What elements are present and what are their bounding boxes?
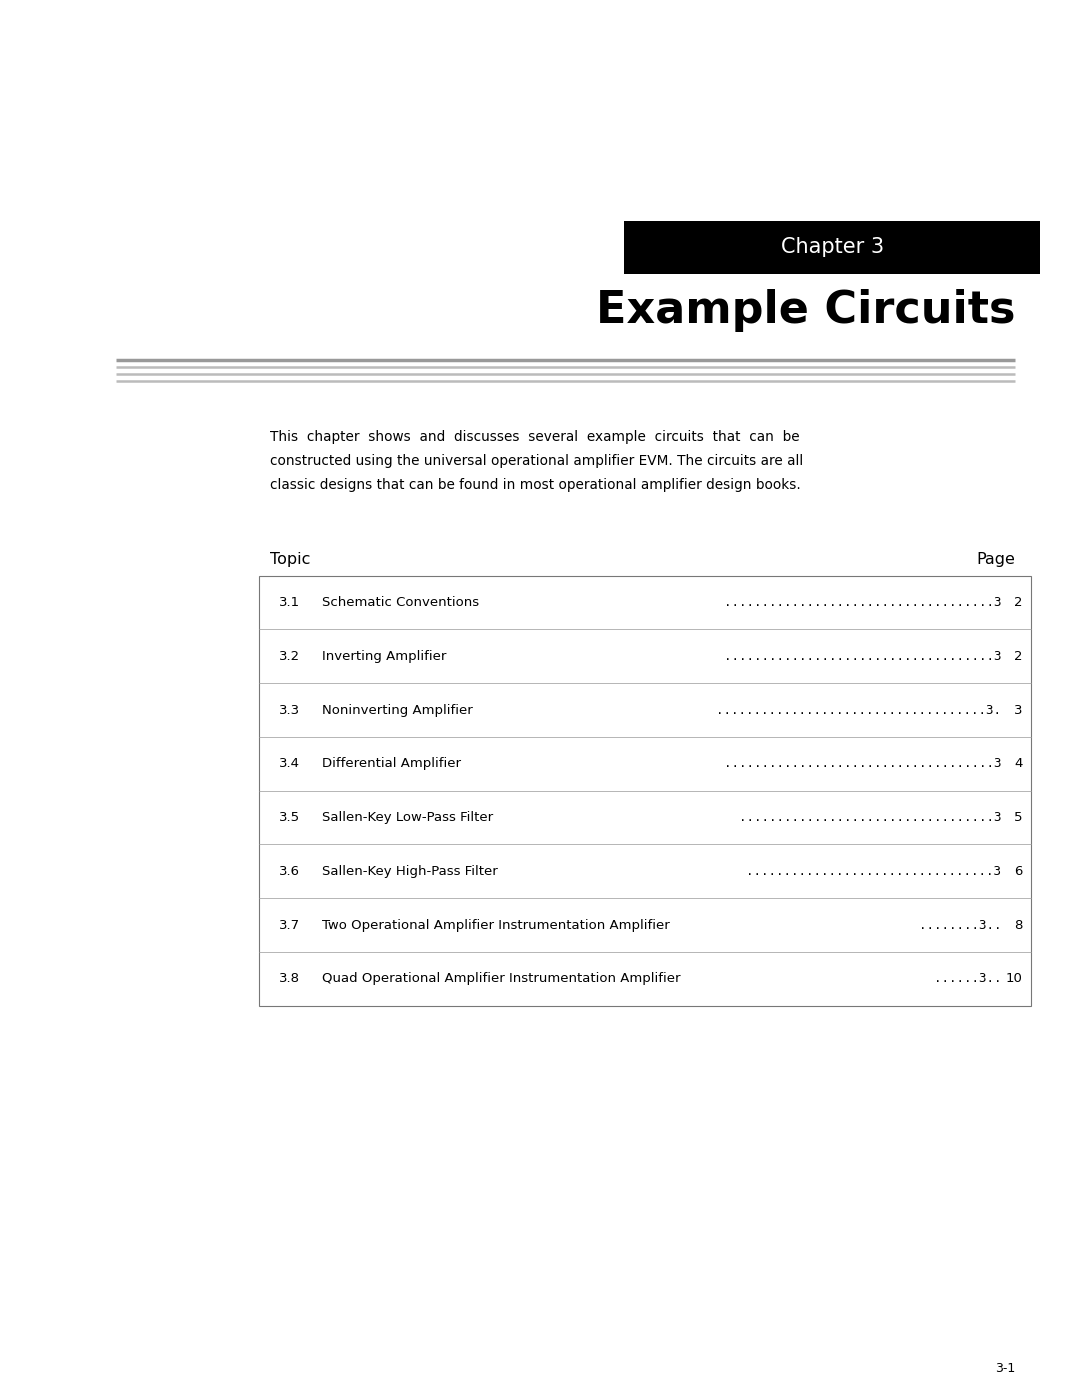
- Text: 5: 5: [1014, 812, 1023, 824]
- Text: 3-1: 3-1: [995, 1362, 1015, 1375]
- Text: Sallen-Key High-Pass Filter: Sallen-Key High-Pass Filter: [322, 865, 498, 877]
- Text: classic designs that can be found in most operational amplifier design books.: classic designs that can be found in mos…: [270, 478, 800, 492]
- Text: ....................................3: ....................................3: [724, 650, 1001, 662]
- Text: Inverting Amplifier: Inverting Amplifier: [322, 650, 446, 662]
- Text: Schematic Conventions: Schematic Conventions: [322, 597, 478, 609]
- Text: 2: 2: [1014, 597, 1023, 609]
- Text: ........3..: ........3..: [919, 919, 1001, 932]
- Text: 3.2: 3.2: [279, 650, 300, 662]
- Text: 3.8: 3.8: [279, 972, 299, 985]
- Text: 4: 4: [1014, 757, 1023, 770]
- Text: ......3..: ......3..: [933, 972, 1001, 985]
- Text: ..................................3: ..................................3: [739, 812, 1001, 824]
- Text: ....................................3.: ....................................3.: [716, 704, 1001, 717]
- Text: Page: Page: [976, 552, 1015, 567]
- Text: 3.6: 3.6: [279, 865, 299, 877]
- Text: 3.1: 3.1: [279, 597, 300, 609]
- Text: Differential Amplifier: Differential Amplifier: [322, 757, 461, 770]
- Text: 2: 2: [1014, 650, 1023, 662]
- FancyBboxPatch shape: [624, 221, 1040, 274]
- Text: Topic: Topic: [270, 552, 310, 567]
- Text: 3.5: 3.5: [279, 812, 300, 824]
- Text: ....................................3: ....................................3: [724, 757, 1001, 770]
- Text: constructed using the universal operational amplifier EVM. The circuits are all: constructed using the universal operatio…: [270, 454, 804, 468]
- Text: This  chapter  shows  and  discusses  several  example  circuits  that  can  be: This chapter shows and discusses several…: [270, 430, 799, 444]
- Text: 3: 3: [1014, 704, 1023, 717]
- Text: Sallen-Key Low-Pass Filter: Sallen-Key Low-Pass Filter: [322, 812, 492, 824]
- Text: 3.4: 3.4: [279, 757, 299, 770]
- Text: ....................................3: ....................................3: [724, 597, 1001, 609]
- Text: 3.7: 3.7: [279, 919, 300, 932]
- Text: 8: 8: [1014, 919, 1023, 932]
- Text: 3.3: 3.3: [279, 704, 300, 717]
- Text: Example Circuits: Example Circuits: [596, 289, 1015, 331]
- Text: Quad Operational Amplifier Instrumentation Amplifier: Quad Operational Amplifier Instrumentati…: [322, 972, 680, 985]
- Text: 10: 10: [1005, 972, 1023, 985]
- Text: Noninverting Amplifier: Noninverting Amplifier: [322, 704, 473, 717]
- Text: Two Operational Amplifier Instrumentation Amplifier: Two Operational Amplifier Instrumentatio…: [322, 919, 670, 932]
- Text: .................................3: .................................3: [746, 865, 1001, 877]
- Text: Chapter 3: Chapter 3: [781, 237, 883, 257]
- Text: 6: 6: [1014, 865, 1023, 877]
